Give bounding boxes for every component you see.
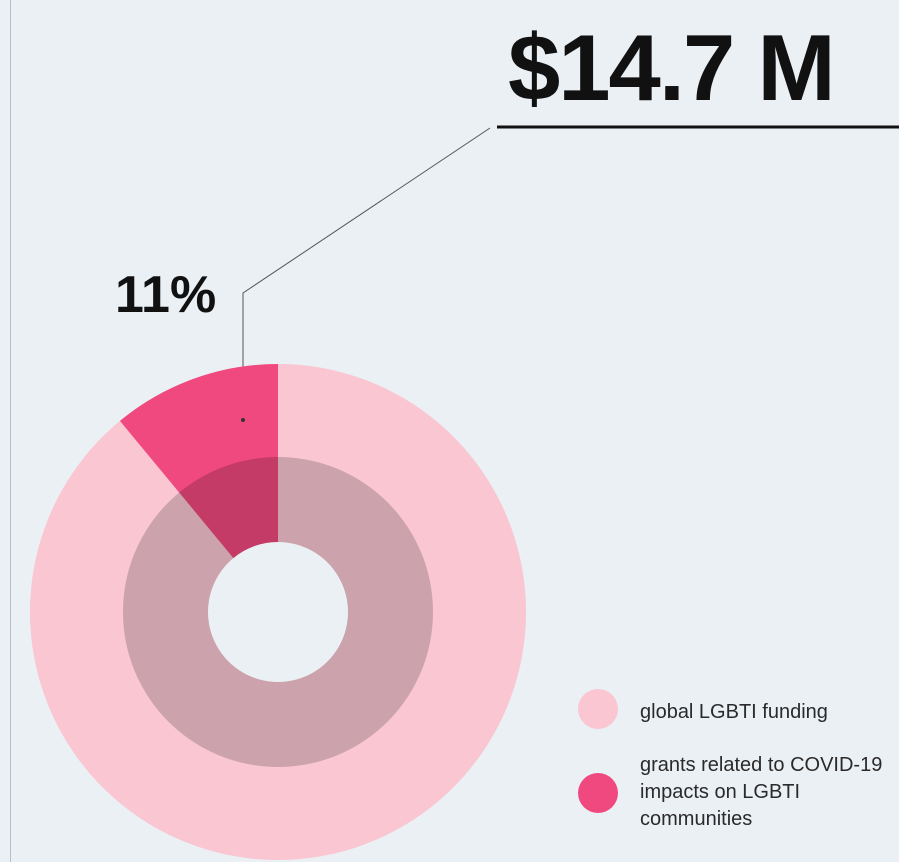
- slices: [30, 364, 527, 860]
- inner-ring: [122, 457, 433, 767]
- slice-label: 11%: [115, 266, 216, 324]
- legend-swatch: [578, 689, 618, 729]
- leader-dot: [241, 418, 245, 422]
- slice: [30, 364, 527, 860]
- slice: [119, 364, 278, 559]
- legend-label: global LGBTI funding: [640, 701, 828, 723]
- legend: [578, 689, 618, 813]
- total-annotation: $14.7 M: [508, 15, 834, 120]
- legend-swatch: [578, 773, 618, 813]
- legend-label: grants related to COVID-19 impacts on LG…: [640, 754, 883, 830]
